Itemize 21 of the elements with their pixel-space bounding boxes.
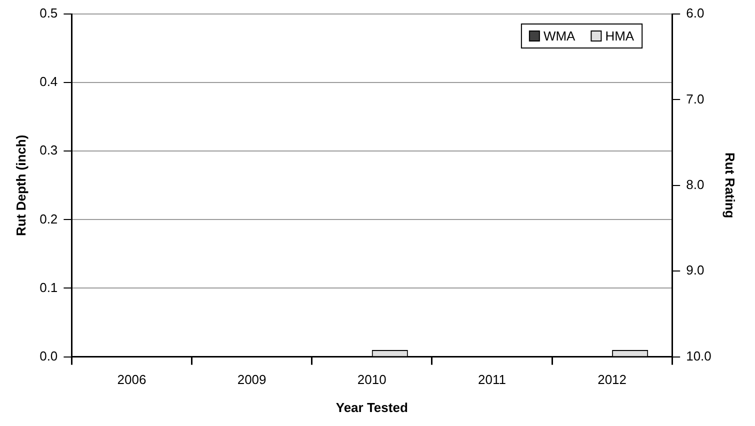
y2-tick-label: 10.0 bbox=[686, 348, 712, 364]
y2-tick-label: 8.0 bbox=[686, 176, 704, 192]
y2-tick-label: 6.0 bbox=[686, 6, 704, 21]
x-tick-label: 2010 bbox=[357, 372, 386, 388]
y2-tick-label: 9.0 bbox=[686, 262, 704, 278]
y-tick-label: 0.0 bbox=[40, 348, 58, 364]
y2-axis-title: Rut Rating bbox=[722, 152, 738, 218]
y-tick-label: 0.5 bbox=[40, 6, 58, 21]
legend-label: HMA bbox=[605, 28, 634, 44]
y-tick-label: 0.1 bbox=[40, 280, 58, 295]
x-tick-label: 2009 bbox=[237, 372, 266, 388]
x-axis-title: Year Tested bbox=[336, 400, 408, 415]
y-tick-label: 0.2 bbox=[40, 211, 58, 226]
y2-tick-label: 7.0 bbox=[686, 91, 704, 106]
x-tick-label: 2011 bbox=[478, 372, 506, 388]
x-tick-label: 2006 bbox=[117, 372, 146, 388]
y-axis-title: Rut Depth (inch) bbox=[13, 134, 28, 236]
y-tick-label: 0.4 bbox=[40, 74, 58, 90]
y-tick-label: 0.3 bbox=[40, 142, 58, 158]
legend-label: WMA bbox=[543, 28, 576, 44]
x-tick-label: 2012 bbox=[598, 372, 627, 388]
